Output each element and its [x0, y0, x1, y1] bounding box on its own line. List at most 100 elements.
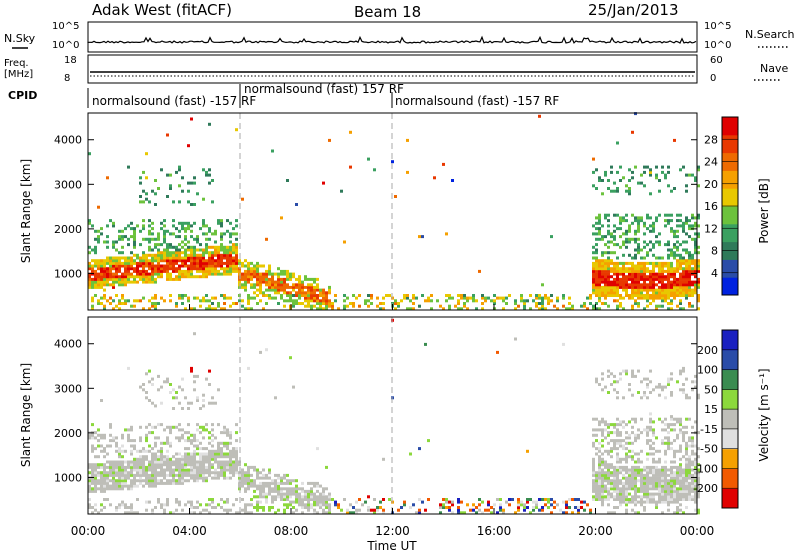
heatmap-cell — [625, 213, 628, 217]
heatmap-cell — [592, 291, 595, 295]
heatmap-cell — [676, 471, 679, 475]
heatmap-cell — [217, 471, 220, 475]
heatmap-cell — [229, 455, 232, 459]
heatmap-cell — [652, 484, 655, 488]
heatmap-cell — [292, 479, 295, 483]
heatmap-cell — [268, 277, 271, 281]
heatmap-cell — [196, 476, 199, 480]
heatmap-cell — [595, 294, 598, 297]
heatmap-cell — [655, 165, 658, 169]
heatmap-cell — [652, 253, 655, 257]
heatmap-cell — [646, 425, 649, 429]
heatmap-cell — [199, 269, 202, 273]
heatmap-cell — [271, 481, 274, 485]
heatmap-cell — [670, 213, 673, 217]
heatmap-cell — [91, 267, 94, 271]
heatmap-cell — [190, 465, 193, 469]
heatmap-cell — [157, 256, 160, 260]
heatmap-cell — [628, 479, 631, 483]
heatmap-cell — [658, 489, 661, 493]
heatmap-cell — [160, 264, 163, 268]
heatmap-cell — [625, 294, 628, 297]
heatmap-cell — [625, 492, 628, 496]
heatmap-cell — [613, 261, 616, 265]
heatmap-cell — [166, 267, 169, 271]
heatmap-cell — [670, 471, 673, 475]
heatmap-cell — [667, 508, 670, 512]
heatmap-cell — [661, 441, 664, 445]
heatmap-cell — [634, 253, 637, 257]
heatmap-cell — [664, 277, 667, 281]
heatmap-cell — [259, 283, 262, 287]
heatmap-cell — [298, 291, 301, 295]
heatmap-cell — [157, 232, 160, 236]
heatmap-cell — [223, 425, 226, 429]
heatmap-cell — [697, 473, 700, 477]
heatmap-cell — [676, 304, 679, 308]
heatmap-cell — [112, 463, 115, 467]
heatmap-cell — [106, 473, 109, 477]
heatmap-cell — [646, 484, 649, 488]
heatmap-cell — [172, 455, 175, 459]
heatmap-cell — [616, 294, 619, 297]
heatmap-cell — [316, 307, 319, 311]
heatmap-cell — [598, 420, 601, 424]
heatmap-cell — [139, 229, 142, 233]
heatmap-cell — [595, 492, 598, 496]
heatmap-cell — [148, 369, 151, 373]
heatmap-cell — [154, 269, 157, 273]
heatmap-cell — [88, 465, 91, 469]
heatmap-cell — [565, 307, 568, 311]
heatmap-cell — [100, 433, 103, 437]
heatmap-cell — [301, 288, 304, 292]
heatmap-cell — [604, 428, 607, 432]
heatmap-cell — [199, 460, 202, 464]
heatmap-cell — [109, 460, 112, 464]
heatmap-cell — [625, 245, 628, 249]
heatmap-cell — [109, 272, 112, 276]
heatmap-cell — [223, 428, 226, 432]
heatmap-cell — [235, 431, 238, 435]
heatmap-cell — [298, 280, 301, 284]
heatmap-cell — [667, 503, 670, 507]
heatmap-cell — [601, 253, 604, 257]
heatmap-cell — [409, 299, 412, 303]
heatmap-cell — [115, 269, 118, 273]
heatmap-cell — [697, 232, 700, 236]
heatmap-cell — [394, 195, 397, 198]
heatmap-cell — [127, 261, 130, 265]
heatmap-cell — [691, 267, 694, 271]
heatmap-cell — [232, 267, 235, 271]
heatmap-cell — [310, 495, 313, 499]
noise-left-tick-low: 10^0 — [52, 40, 79, 51]
heatmap-cell — [184, 237, 187, 241]
heatmap-cell — [679, 489, 682, 493]
heatmap-cell — [682, 498, 685, 501]
heatmap-cell — [187, 452, 190, 456]
heatmap-cell — [601, 285, 604, 289]
heatmap-cell — [169, 173, 172, 177]
heatmap-cell — [148, 465, 151, 469]
heatmap-cell — [301, 285, 304, 289]
heatmap-cell — [187, 460, 190, 464]
heatmap-cell — [202, 251, 205, 255]
heatmap-cell — [679, 264, 682, 268]
heatmap-cell — [235, 447, 238, 451]
heatmap-cell — [601, 492, 604, 496]
heatmap-cell — [451, 500, 454, 504]
heatmap-cell — [616, 473, 619, 477]
heatmap-cell — [685, 457, 688, 461]
heatmap-cell — [637, 229, 640, 233]
heatmap-cell — [187, 253, 190, 257]
heatmap-cell — [106, 487, 109, 491]
heatmap-cell — [259, 264, 262, 268]
heatmap-cell — [208, 173, 211, 177]
heatmap-cell — [208, 267, 211, 271]
heatmap-cell — [280, 476, 283, 480]
heatmap-cell — [688, 465, 691, 469]
heatmap-cell — [640, 479, 643, 483]
heatmap-cell — [271, 296, 274, 300]
heatmap-cell — [370, 302, 373, 305]
heatmap-cell — [616, 307, 619, 311]
heatmap-cell — [685, 221, 688, 225]
